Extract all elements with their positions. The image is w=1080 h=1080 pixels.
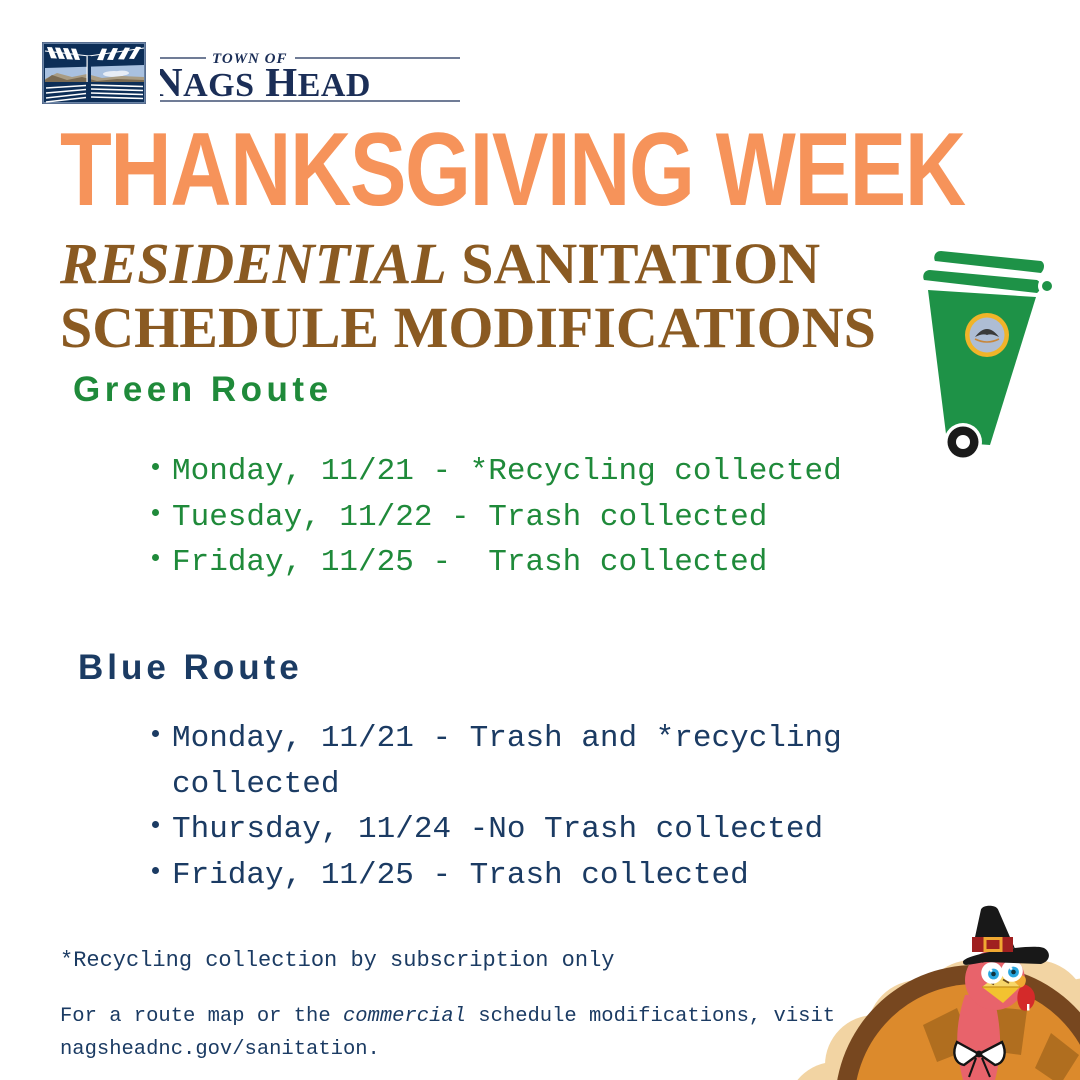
svg-text:NAGS HEAD: NAGS HEAD [160, 59, 371, 105]
